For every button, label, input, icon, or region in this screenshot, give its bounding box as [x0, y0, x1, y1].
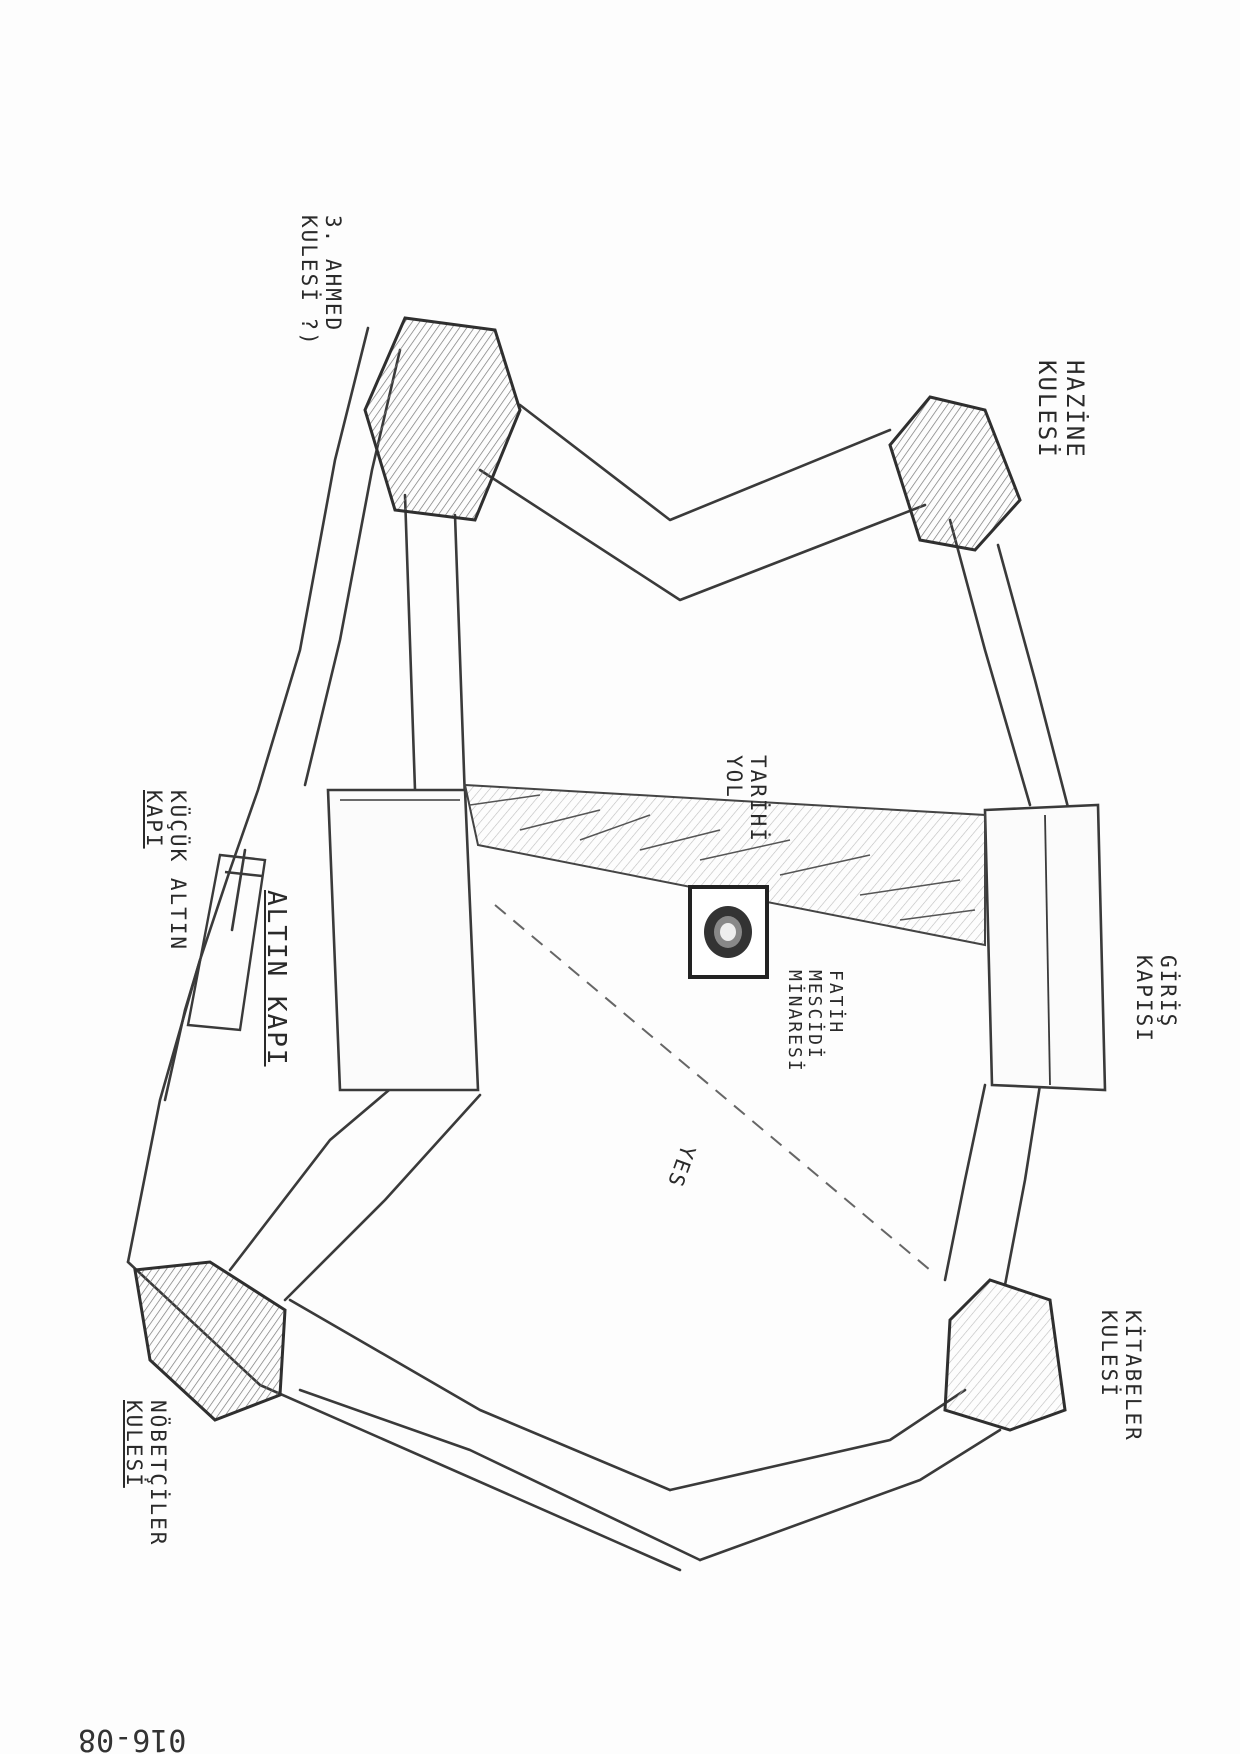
wall-hazine-giris-a	[948, 518, 1032, 807]
hazine-tower	[888, 395, 1022, 552]
label-tarihi-line1: TARİHİ	[746, 755, 770, 843]
label-nobetciler-tower: NÖBETÇİLER KULESİ	[122, 1400, 170, 1546]
label-fatih-line3: MİNARESİ	[783, 970, 805, 1073]
outer-wall-north	[126, 326, 370, 1264]
label-kitabeler-line2: KULESİ	[1096, 1310, 1121, 1398]
label-altin-kapi: ALTIN KAPI	[261, 890, 291, 1067]
tarihi-yol-road	[463, 783, 986, 947]
label-tarihi-yol: TARİHİ YOL	[722, 755, 770, 843]
page-number: 016-08	[78, 1722, 187, 1757]
giris-kapisi-gate	[983, 803, 1107, 1092]
wall-ahmed-hazine-inner	[478, 468, 927, 602]
label-hazine-tower: HAZİNE KULESİ	[1033, 360, 1089, 459]
label-giris-kapisi: GİRİŞ KAPISI	[1132, 955, 1180, 1043]
wall-giris-kitabeler-a	[943, 1083, 987, 1282]
fatih-minaresi-symbol	[688, 885, 769, 979]
label-hazine-line2: KULESİ	[1033, 360, 1062, 459]
label-kitabeler-tower: KİTABELER KULESİ	[1097, 1310, 1145, 1442]
ahmed-tower	[363, 316, 522, 522]
label-fatih-minaresi: FATİH MESCİDİ MİNARESİ	[783, 970, 846, 1073]
wall-nobetciler-altin-a	[228, 1083, 397, 1272]
wall-outer-kucuk-b	[230, 848, 247, 932]
wall-ahmed-altin-b	[453, 513, 467, 802]
nobetciler-tower	[133, 1260, 287, 1422]
label-nobetciler-line2: KULESİ	[121, 1400, 146, 1488]
label-kucuk-line2: KAPI	[141, 790, 166, 849]
wall-ahmed-hazine-outer	[518, 403, 892, 522]
label-ahmed-line1: 3. AHMED	[321, 215, 345, 333]
wall-ahmed-altin-a	[403, 493, 417, 792]
label-giris-line1: GİRİŞ	[1156, 955, 1180, 1029]
wall-kitabeler-south-b	[698, 1428, 1002, 1562]
altin-kapi-gate	[326, 788, 480, 1092]
wall-south-long-a	[288, 1298, 672, 1492]
wall-nobetciler-altin-b	[283, 1093, 482, 1302]
label-fatih-line2: MESCİDİ	[804, 970, 826, 1060]
label-nobetciler-line1: NÖBETÇİLER	[146, 1400, 170, 1547]
wall-south-long-b	[298, 1388, 702, 1562]
wall-outer-kucuk-a	[163, 958, 202, 1102]
label-hazine-line1: HAZİNE	[1061, 360, 1089, 459]
label-kucuk-altin-kapi: KÜÇÜK ALTIN KAPI	[142, 790, 190, 951]
label-kucuk-line1: KÜÇÜK ALTIN	[166, 790, 190, 952]
label-fatih-line1: FATİH	[825, 970, 846, 1035]
wall-giris-kitabeler-b	[1003, 1083, 1042, 1287]
label-kitabeler-line1: KİTABELER	[1121, 1310, 1145, 1442]
label-ahmed-line2: KULESİ ?)	[296, 215, 321, 347]
label-ahmed-tower: 3. AHMED KULESİ ?)	[297, 215, 345, 347]
kucuk-altin-kapi-gate	[186, 853, 267, 1032]
label-giris-line2: KAPISI	[1131, 955, 1156, 1043]
wall-kitabeler-south-a	[668, 1388, 967, 1492]
label-tarihi-line2: YOL	[721, 755, 746, 799]
kitabeler-tower	[943, 1278, 1067, 1432]
wall-hazine-giris-b	[996, 543, 1072, 817]
